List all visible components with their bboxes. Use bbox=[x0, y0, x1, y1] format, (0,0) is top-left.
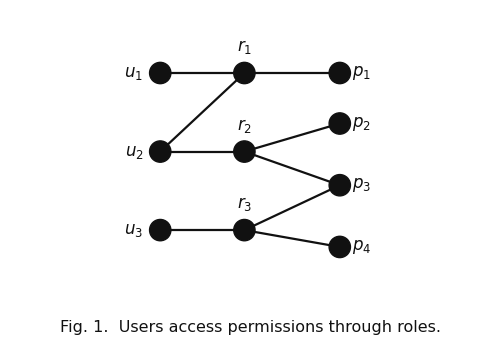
Circle shape bbox=[150, 62, 171, 84]
Circle shape bbox=[150, 141, 171, 162]
Circle shape bbox=[329, 174, 350, 196]
Text: $p_1$: $p_1$ bbox=[352, 64, 372, 82]
Circle shape bbox=[234, 62, 255, 84]
Text: $p_3$: $p_3$ bbox=[352, 176, 372, 194]
Circle shape bbox=[150, 219, 171, 241]
Circle shape bbox=[329, 62, 350, 84]
Circle shape bbox=[329, 236, 350, 258]
Text: $r_1$: $r_1$ bbox=[237, 38, 252, 56]
Text: Fig. 1.  Users access permissions through roles.: Fig. 1. Users access permissions through… bbox=[60, 320, 440, 335]
Text: $u_1$: $u_1$ bbox=[124, 64, 144, 82]
Circle shape bbox=[329, 113, 350, 134]
Text: $u_3$: $u_3$ bbox=[124, 221, 144, 239]
Text: $p_2$: $p_2$ bbox=[352, 115, 371, 132]
Circle shape bbox=[234, 141, 255, 162]
Text: $r_3$: $r_3$ bbox=[236, 195, 252, 213]
Text: $r_2$: $r_2$ bbox=[237, 117, 252, 135]
Text: $p_4$: $p_4$ bbox=[352, 238, 372, 256]
Circle shape bbox=[234, 219, 255, 241]
Text: $u_2$: $u_2$ bbox=[124, 143, 144, 161]
